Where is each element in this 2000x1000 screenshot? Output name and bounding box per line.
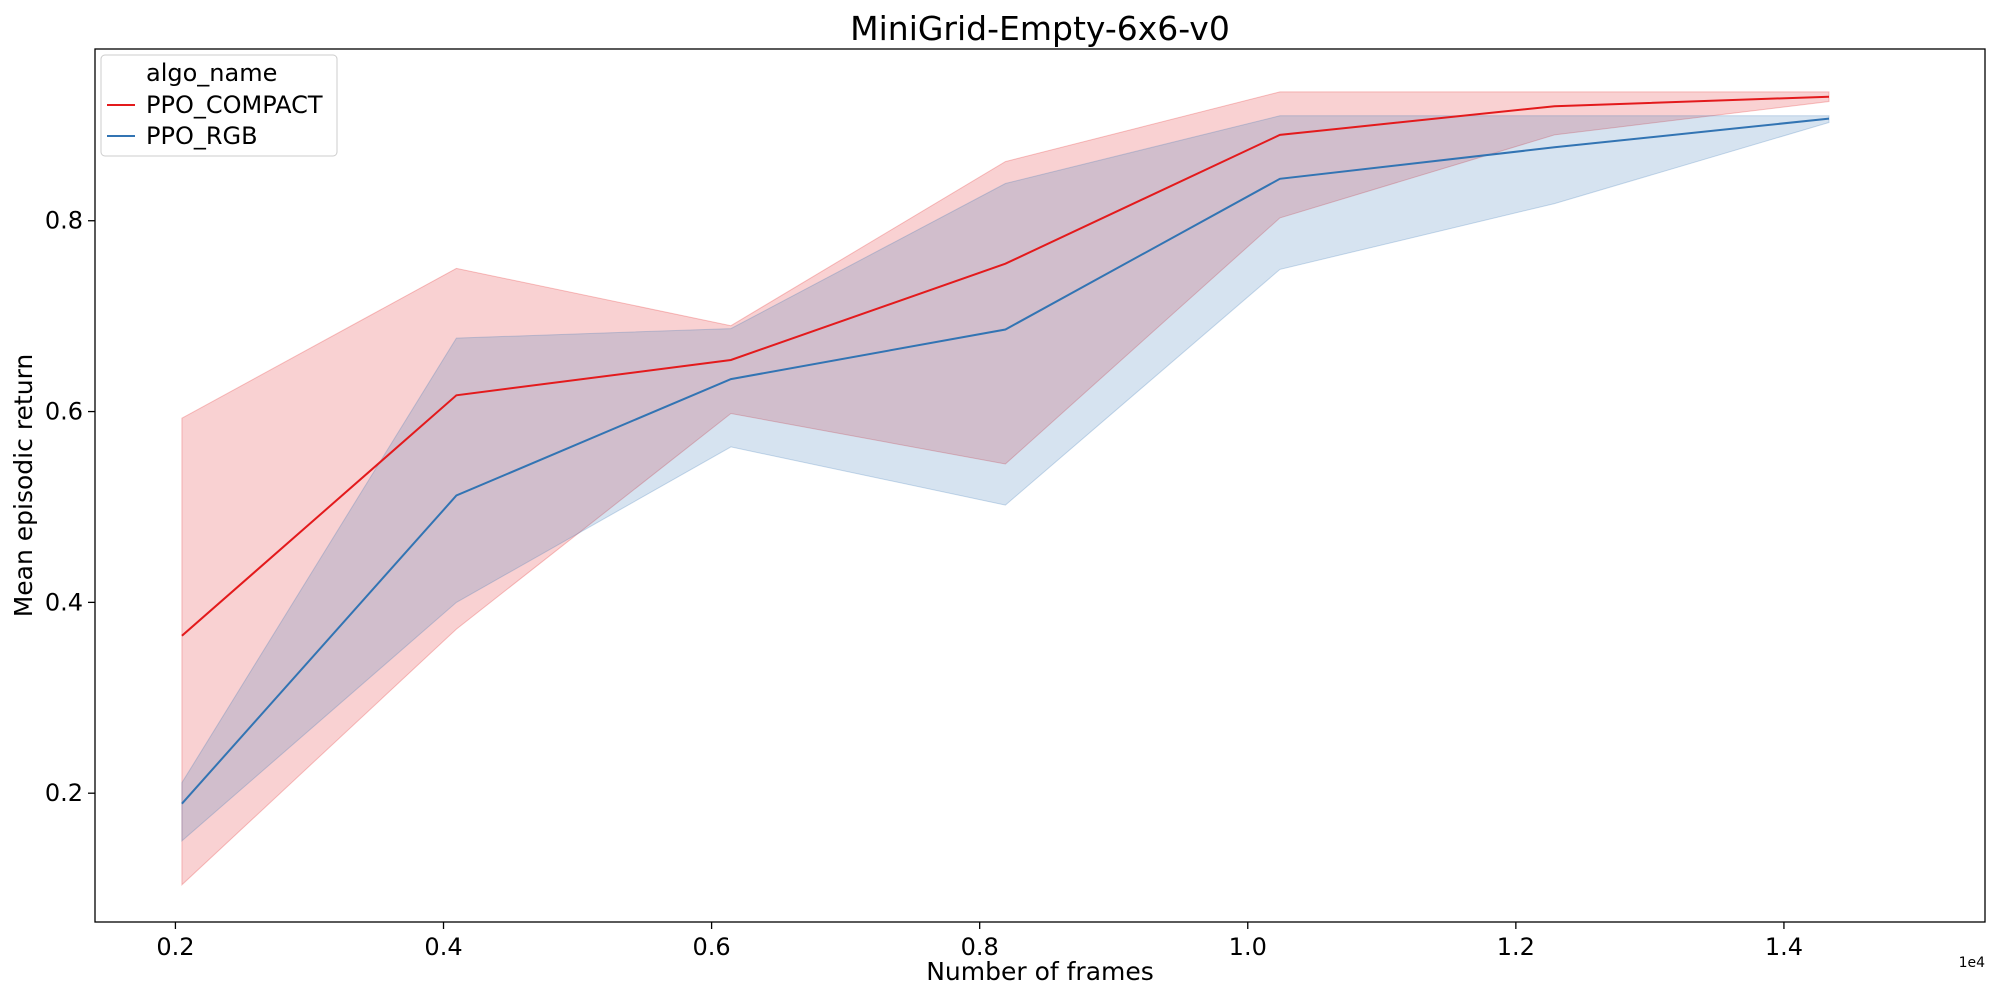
plot-frame <box>94 48 1986 923</box>
legend-title: algo_name <box>146 59 277 87</box>
x-axis-title: Number of frames <box>926 957 1154 986</box>
x-tick-label: 0.8 <box>961 933 999 961</box>
confidence-band-ppo-compact <box>181 91 1830 886</box>
series-line-ppo-compact <box>181 95 1830 637</box>
x-tick-label: 1.2 <box>1497 933 1535 961</box>
legend-box <box>100 54 338 157</box>
confidence-band-ppo-rgb <box>181 115 1830 842</box>
x-tick-label: 1.4 <box>1765 933 1803 961</box>
x-tick-label: 0.4 <box>424 933 462 961</box>
legend-label-ppo-rgb: PPO_RGB <box>146 122 258 150</box>
legend: algo_name PPO_COMPACT PPO_RGB <box>100 54 338 157</box>
y-tick-label: 0.2 <box>45 779 83 807</box>
y-axis-title: Mean episodic return <box>9 354 38 618</box>
y-tick-label: 0.4 <box>45 588 83 616</box>
x-tick-label: 1.0 <box>1229 933 1267 961</box>
chart-title: MiniGrid-Empty-6x6-v0 <box>850 9 1230 48</box>
x-tick-label: 0.6 <box>693 933 731 961</box>
x-tick-label: 0.2 <box>156 933 194 961</box>
series-line-ppo-rgb <box>181 117 1830 805</box>
y-tick-label: 0.8 <box>45 207 83 235</box>
y-tick-label: 0.6 <box>45 398 83 426</box>
x-axis-ticks: 0.2 0.4 0.6 0.8 1.0 1.2 1.4 <box>156 922 1803 961</box>
y-axis-ticks: 0.2 0.4 0.6 0.8 <box>45 207 95 807</box>
legend-label-ppo-compact: PPO_COMPACT <box>146 91 323 119</box>
series-lines <box>181 95 1830 805</box>
confidence-bands <box>181 91 1830 886</box>
x-axis-offset-label: 1e4 <box>1959 955 1986 971</box>
